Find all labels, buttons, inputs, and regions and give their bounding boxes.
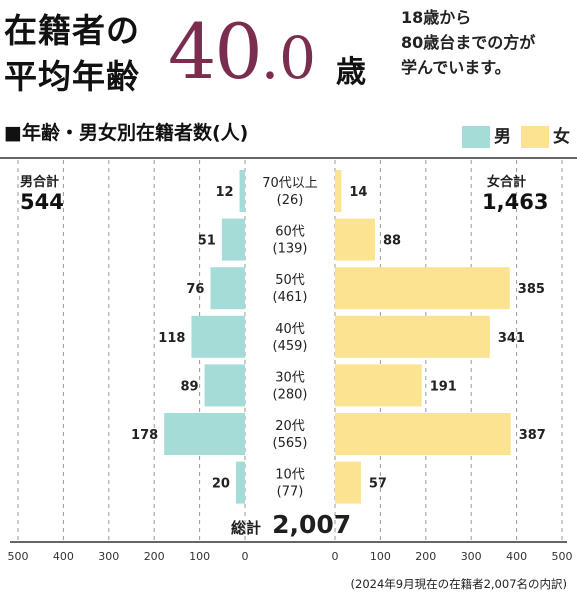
- data-label-male: 89: [181, 379, 199, 394]
- bar-male: [164, 413, 245, 455]
- category-total-label: (26): [277, 193, 304, 208]
- male-total-label: 男合計: [20, 175, 60, 190]
- headline-note-line: 18歳から: [401, 8, 472, 27]
- headline-title-line-1: 在籍者の: [4, 11, 140, 50]
- bar-female: [335, 170, 342, 212]
- category-total-label: (461): [273, 290, 308, 305]
- average-age-unit: 歳: [336, 55, 366, 90]
- bar-male: [221, 218, 245, 261]
- x-tick-label-female: 100: [370, 550, 391, 563]
- category-label: 20代: [275, 419, 305, 434]
- category-label: 30代: [275, 370, 305, 385]
- category-label: 10代: [275, 468, 305, 483]
- bar-male: [191, 315, 245, 358]
- category-label: 40代: [275, 322, 305, 337]
- bar-female: [335, 461, 361, 504]
- legend-swatch-male: [462, 126, 490, 148]
- bar-male: [239, 170, 245, 212]
- data-label-female: 88: [383, 234, 401, 249]
- legend-swatch-female: [521, 126, 549, 148]
- chart-title: ■年齢・男女別在籍者数(人): [4, 122, 249, 144]
- x-tick-label-male: 300: [98, 550, 119, 563]
- data-label-male: 76: [186, 282, 204, 297]
- female-total-value: 1,463: [482, 190, 549, 214]
- bar-female: [335, 218, 375, 261]
- average-age-value: 40.0: [168, 14, 316, 90]
- data-label-male: 178: [131, 428, 158, 443]
- category-total-label: (565): [273, 436, 308, 451]
- category-total-label: (280): [273, 387, 308, 402]
- x-tick-label-male: 0: [242, 550, 249, 563]
- grand-total-label: 総計: [231, 519, 262, 537]
- data-label-female: 341: [498, 331, 525, 346]
- data-label-female: 387: [519, 428, 546, 443]
- legend: 男 女: [462, 126, 570, 148]
- legend-label-female: 女: [553, 126, 570, 147]
- x-tick-label-female: 0: [332, 550, 339, 563]
- data-label-female: 57: [369, 477, 387, 492]
- category-total-label: (459): [273, 339, 308, 354]
- bar-female: [335, 267, 510, 310]
- bar-male: [210, 267, 245, 310]
- data-label-female: 385: [518, 282, 545, 297]
- grand-total-value: 2,007: [272, 510, 352, 539]
- footnote: (2024年9月現在の在籍者2,007名の内訳): [350, 577, 567, 591]
- data-label-male: 51: [198, 234, 216, 249]
- headline-note-line: 学んでいます。: [401, 58, 511, 77]
- x-tick-label-female: 300: [461, 550, 482, 563]
- category-label: 60代: [275, 225, 305, 240]
- average-age-decimal: 0: [279, 24, 317, 92]
- bar-male: [204, 364, 245, 407]
- x-tick-label-male: 200: [144, 550, 165, 563]
- headline-note: 18歳から 80歳台までの方が 学んでいます。: [401, 10, 535, 76]
- headline-note-line: 80歳台までの方が: [401, 33, 536, 52]
- data-label-female: 191: [430, 379, 457, 394]
- bar-male: [235, 461, 245, 504]
- x-tick-label-female: 200: [415, 550, 436, 563]
- x-tick-label-male: 100: [189, 550, 210, 563]
- data-label-male: 12: [215, 185, 233, 200]
- bar-female: [335, 364, 422, 407]
- x-tick-label-female: 400: [506, 550, 527, 563]
- female-total-label: 女合計: [487, 175, 527, 190]
- x-tick-label-male: 400: [53, 550, 74, 563]
- x-tick-label-male: 500: [8, 550, 29, 563]
- legend-label-male: 男: [494, 126, 511, 147]
- male-total-value: 544: [20, 190, 64, 214]
- category-label: 50代: [275, 273, 305, 288]
- data-label-female: 14: [349, 185, 367, 200]
- data-label-male: 118: [158, 331, 185, 346]
- average-age-integer: 40: [168, 7, 263, 96]
- headline-title-line-2: 平均年齢: [4, 57, 140, 96]
- bar-female: [335, 315, 490, 358]
- x-tick-label-female: 500: [552, 550, 573, 563]
- data-label-male: 20: [212, 477, 230, 492]
- category-total-label: (139): [273, 242, 308, 257]
- category-label: 70代以上: [262, 176, 318, 191]
- category-total-label: (77): [277, 485, 304, 500]
- grand-total: 総計 2,007: [231, 512, 351, 537]
- average-age-dot: .: [260, 24, 280, 92]
- bar-female: [335, 413, 511, 455]
